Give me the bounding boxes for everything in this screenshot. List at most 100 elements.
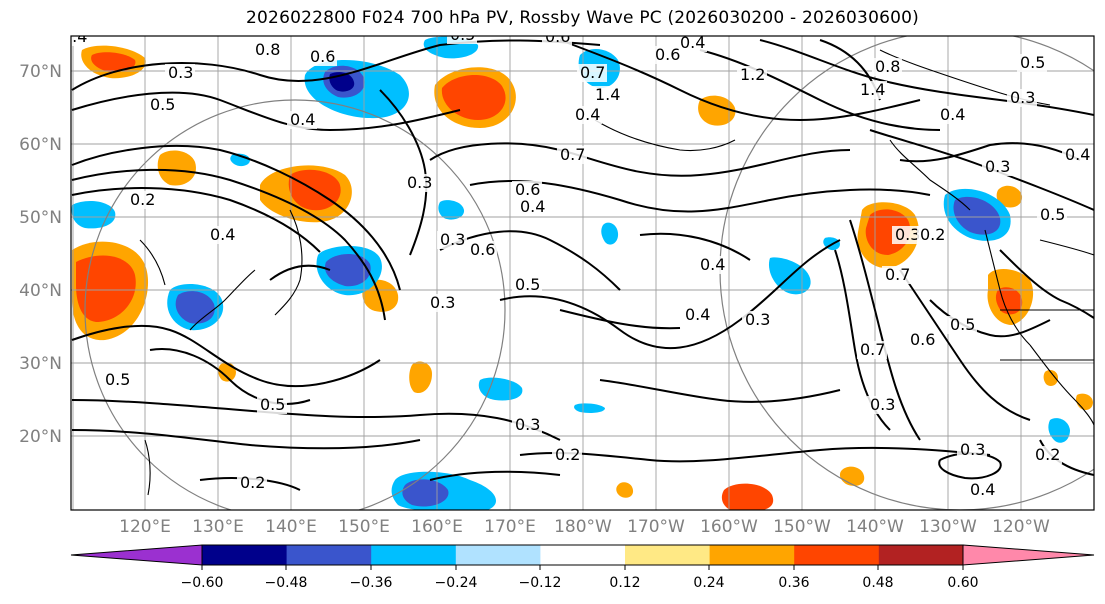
colorbar-tick-label: 0.48 <box>862 575 894 591</box>
contour-label: 0.4 <box>210 225 235 244</box>
contour-label: 0.4 <box>290 110 315 129</box>
contour-label-bg <box>967 481 997 499</box>
lon-label-170e: 170°E <box>484 517 536 537</box>
lat-label-60n: 60°N <box>19 135 62 155</box>
contour-label-bg <box>677 36 707 52</box>
contour-label-bg <box>102 371 132 389</box>
lat-label-50n: 50°N <box>19 208 62 228</box>
colorbar-segment <box>963 545 1094 565</box>
contour-label-bg <box>237 474 267 492</box>
contour-label-bg <box>857 81 887 99</box>
lat-label-40n: 40°N <box>19 281 62 301</box>
lat-label-30n: 30°N <box>19 354 62 374</box>
contour-label: 0.3 <box>895 225 920 244</box>
lat-label-70n: 70°N <box>19 62 62 82</box>
contour-label-bg <box>737 66 767 84</box>
contour-label: 0.4 <box>62 27 87 46</box>
contour-label: 0.2 <box>920 225 945 244</box>
contour-label-bg <box>572 106 602 124</box>
contour-label-bg <box>512 276 542 294</box>
colorbar-tick-label: 0.60 <box>947 575 979 591</box>
colorbar-tick-label: 0.12 <box>609 575 641 591</box>
lon-label-150w: 150°W <box>773 517 831 537</box>
contour-label-bg <box>287 111 317 129</box>
contour-label: 0.3 <box>1010 88 1035 107</box>
contour-label-bg <box>1037 206 1067 224</box>
contour-label-bg <box>437 231 467 249</box>
contour-label: 0.5 <box>105 370 130 389</box>
contour-label: 0.6 <box>545 27 570 46</box>
lon-label-140w: 140°W <box>846 517 904 537</box>
contour-label-bg <box>697 256 727 274</box>
contour-label: 0.3 <box>960 440 985 459</box>
contour-label-bg <box>165 64 195 82</box>
colorbar-segment <box>286 545 372 565</box>
lon-label-130e: 130°E <box>192 517 244 537</box>
contour-label: 0.2 <box>130 190 155 209</box>
contour-label: 0.6 <box>470 240 495 259</box>
colorbar-segment <box>371 545 457 565</box>
contour-label-bg <box>857 341 887 359</box>
contour-label-bg <box>447 36 477 44</box>
contour-label-bg <box>1017 54 1047 72</box>
contour-label: 0.5 <box>950 315 975 334</box>
contour-label-bg <box>1062 146 1092 164</box>
colorbar-tick-label: −0.12 <box>518 575 562 591</box>
contour-label: 0.4 <box>520 197 545 216</box>
contour-label: 0.5 <box>1020 53 1045 72</box>
contour-label: 0.3 <box>430 293 455 312</box>
contour-label-bg <box>127 191 157 209</box>
colorbar-segment <box>625 545 711 565</box>
contour-label: 0.2 <box>555 445 580 464</box>
contour-label: 0.4 <box>940 105 965 124</box>
pc-shading <box>71 36 1093 510</box>
contour-label-bg <box>937 106 967 124</box>
contour-labels: 0.80.4 0.5 0.60.70.40.40.60.60.50.40.31.41… <box>62 25 1092 499</box>
contour-label: 0.7 <box>580 63 605 82</box>
contour-label-bg <box>872 58 902 76</box>
contour-label-bg <box>542 36 572 46</box>
lon-label-160w: 160°W <box>700 517 758 537</box>
contour-label-bg <box>517 198 547 216</box>
contour-label: 1.2 <box>740 65 765 84</box>
colorbar-tick-label: −0.60 <box>180 575 224 591</box>
contour-label-bg <box>257 396 287 414</box>
contour-label: 0.3 <box>745 310 770 329</box>
colorbar-tick-label: −0.36 <box>349 575 393 591</box>
contour-label-bg <box>252 41 282 59</box>
contour-label: 1.4 <box>595 85 620 104</box>
contour-label-bg <box>892 226 922 244</box>
contour-label: 0.6 <box>310 47 335 66</box>
contour-label: 0.4 <box>680 33 705 52</box>
contour-label-bg <box>947 316 977 334</box>
contour-label: 0.4 <box>970 480 995 499</box>
contour-label-bg <box>982 158 1012 176</box>
contour-label: 0.2 <box>1035 445 1060 464</box>
contour-label: 0.5 <box>260 395 285 414</box>
contour-label-bg <box>1032 446 1062 464</box>
contour-label: 0.3 <box>985 157 1010 176</box>
contour-label-bg <box>882 266 912 284</box>
colorbar-tick-label: 0.36 <box>778 575 810 591</box>
contour-label: 0.4 <box>575 105 600 124</box>
contour-label-bg <box>867 396 897 414</box>
lon-label-140e: 140°E <box>265 517 317 537</box>
colorbar-tick-label: −0.48 <box>264 575 308 591</box>
lat-label-20n: 20°N <box>19 427 62 447</box>
contour-label: 0.4 <box>700 255 725 274</box>
contour-label-bg <box>512 416 542 434</box>
contour-label: 0.5 <box>450 25 475 44</box>
contour-label: 0.5 <box>1040 205 1065 224</box>
contour-label: 0.3 <box>870 395 895 414</box>
contour-label: 0.5 <box>150 95 175 114</box>
contour-label: 0.5 <box>515 275 540 294</box>
contour-label-bg <box>592 86 622 104</box>
contour-label-bg <box>404 174 434 192</box>
contour-label-bg <box>652 46 682 64</box>
contour-label-bg <box>307 48 337 66</box>
colorbar-segment <box>455 545 541 565</box>
lon-label-150e: 150°E <box>338 517 390 537</box>
contour-label: 0.3 <box>515 415 540 434</box>
